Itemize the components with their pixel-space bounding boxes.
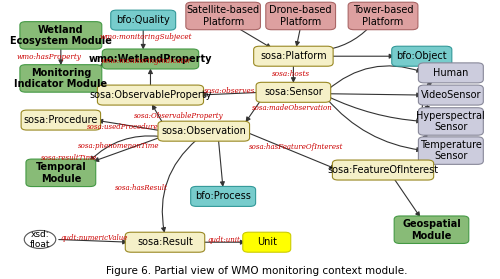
Text: Geospatial
Module: Geospatial Module [402, 219, 461, 240]
Text: wmo:WetlandProperty: wmo:WetlandProperty [88, 54, 212, 64]
FancyBboxPatch shape [392, 46, 452, 66]
Text: sosa:Platform: sosa:Platform [260, 51, 326, 61]
Text: wmo:hasProperty: wmo:hasProperty [16, 53, 81, 61]
FancyBboxPatch shape [158, 121, 250, 141]
FancyBboxPatch shape [254, 46, 333, 66]
Text: sosa:usedProcedure: sosa:usedProcedure [86, 123, 158, 131]
FancyBboxPatch shape [394, 216, 469, 244]
Text: sosa:madeObservation: sosa:madeObservation [252, 104, 333, 112]
Text: Unit: Unit [257, 237, 277, 247]
Text: Drone-based
Platform: Drone-based Platform [270, 5, 332, 27]
Text: sosa:hasFeatureOfInterest: sosa:hasFeatureOfInterest [248, 143, 343, 151]
Text: Temperature
Sensor: Temperature Sensor [420, 140, 482, 162]
Text: sosa:hosts: sosa:hosts [272, 70, 310, 78]
FancyBboxPatch shape [418, 108, 484, 135]
Text: Figure 6. Partial view of WMO monitoring context module.: Figure 6. Partial view of WMO monitoring… [106, 266, 408, 276]
Text: bfo:Quality: bfo:Quality [116, 15, 170, 25]
Text: VideoSensor: VideoSensor [420, 90, 481, 100]
Text: qudt:unit: qudt:unit [208, 236, 240, 244]
FancyBboxPatch shape [20, 65, 102, 92]
Text: sosa:hasResult: sosa:hasResult [114, 184, 168, 192]
FancyBboxPatch shape [186, 2, 260, 30]
Text: bfo:Process: bfo:Process [195, 191, 251, 201]
FancyBboxPatch shape [332, 160, 434, 180]
FancyBboxPatch shape [266, 2, 336, 30]
Text: Human: Human [433, 68, 468, 78]
Text: wmo:monitoringIndicator: wmo:monitoringIndicator [101, 57, 192, 65]
Text: xsd:
float: xsd: float [30, 230, 50, 249]
Text: sosa:Result: sosa:Result [137, 237, 193, 247]
Text: wmo:monitoringSubjecet: wmo:monitoringSubjecet [100, 33, 192, 41]
Text: sosa:Procedure: sosa:Procedure [24, 115, 98, 125]
Text: sosa:FeatureOfInterest: sosa:FeatureOfInterest [328, 165, 438, 175]
FancyBboxPatch shape [256, 82, 330, 102]
FancyBboxPatch shape [190, 186, 256, 206]
FancyBboxPatch shape [418, 137, 484, 164]
FancyBboxPatch shape [126, 232, 204, 252]
Text: Wetland
Ecosystem Module: Wetland Ecosystem Module [10, 25, 112, 46]
Text: sosa:ObservableProperty: sosa:ObservableProperty [89, 90, 212, 100]
FancyBboxPatch shape [102, 49, 198, 69]
Text: Hyperspectral
Sensor: Hyperspectral Sensor [416, 111, 485, 132]
Text: sosa:ObservableProperty: sosa:ObservableProperty [134, 112, 223, 121]
Text: sosa:Observation: sosa:Observation [162, 126, 246, 136]
FancyBboxPatch shape [26, 159, 96, 187]
Text: sosa:observes: sosa:observes [204, 87, 256, 95]
Text: Temporal
Module: Temporal Module [36, 162, 86, 184]
Text: Satellite-based
Platform: Satellite-based Platform [186, 5, 260, 27]
Text: Tower-based
Platform: Tower-based Platform [353, 5, 414, 27]
FancyBboxPatch shape [348, 2, 418, 30]
FancyBboxPatch shape [418, 85, 484, 105]
FancyBboxPatch shape [418, 63, 484, 83]
FancyBboxPatch shape [243, 232, 290, 252]
FancyBboxPatch shape [21, 110, 100, 130]
Text: qudt:numericValue: qudt:numericValue [60, 234, 128, 242]
Text: Monitoring
Indicator Module: Monitoring Indicator Module [14, 68, 108, 89]
Text: sosa:resultTime: sosa:resultTime [41, 153, 97, 162]
Text: bfo:Object: bfo:Object [396, 51, 447, 61]
FancyBboxPatch shape [20, 22, 102, 49]
FancyBboxPatch shape [110, 10, 176, 30]
FancyBboxPatch shape [98, 85, 204, 105]
Circle shape [24, 230, 56, 249]
Text: sosa:phenomenonTime: sosa:phenomenonTime [78, 142, 160, 150]
Text: sosa:Sensor: sosa:Sensor [264, 87, 323, 97]
